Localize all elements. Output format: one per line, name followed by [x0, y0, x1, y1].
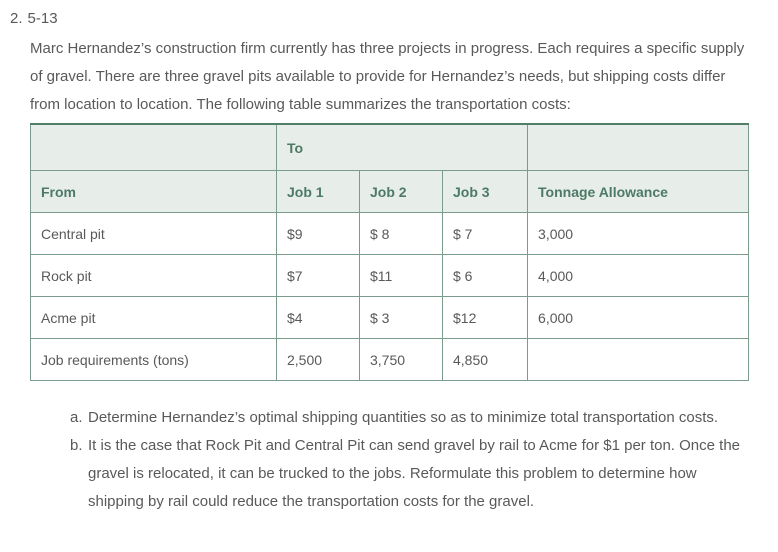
- problem-header: 2. 5-13: [0, 9, 778, 29]
- tonnage-cell: 6,000: [527, 296, 750, 339]
- cost-cell: $ 7: [441, 212, 529, 255]
- cost-cell: $11: [359, 254, 443, 297]
- empty-cell: [527, 338, 750, 381]
- question-list: a. Determine Hernandez’s optimal shippin…: [70, 404, 748, 516]
- row-label-cell: Rock pit: [30, 254, 277, 297]
- requirement-cell: 2,500: [276, 338, 360, 381]
- problem-id: 5-13: [27, 10, 58, 27]
- tonnage-cell: 4,000: [527, 254, 750, 297]
- table-row-rock-pit: Rock pit $7 $11 $ 6 4,000: [30, 254, 750, 297]
- row-label-cell: Central pit: [30, 212, 277, 255]
- from-header-cell: From: [30, 170, 277, 213]
- cost-cell: $ 3: [359, 296, 443, 339]
- problem-content: Marc Hernandez’s construction firm curre…: [30, 35, 750, 516]
- empty-header-cell: [527, 123, 750, 171]
- table-row-acme-pit: Acme pit $4 $ 3 $12 6,000: [30, 296, 750, 339]
- question-a-text: Determine Hernandez’s optimal shipping q…: [88, 409, 719, 426]
- question-b: b. It is the case that Rock Pit and Cent…: [70, 432, 748, 516]
- table-row-to-header: To: [30, 123, 750, 171]
- question-b-text: It is the case that Rock Pit and Central…: [88, 437, 741, 510]
- question-a: a. Determine Hernandez’s optimal shippin…: [70, 404, 748, 432]
- table-row-job-requirements: Job requirements (tons) 2,500 3,750 4,85…: [30, 338, 750, 381]
- problem-statement: Marc Hernandez’s construction firm curre…: [30, 40, 745, 113]
- tonnage-allowance-header-cell: Tonnage Allowance: [527, 170, 750, 213]
- empty-header-cell: [30, 123, 277, 171]
- question-a-marker: a.: [70, 409, 83, 426]
- cost-cell: $ 6: [441, 254, 529, 297]
- row-label-cell: Acme pit: [30, 296, 277, 339]
- problem-marker: 2.: [10, 10, 23, 27]
- tonnage-cell: 3,000: [527, 212, 750, 255]
- table-row-column-headers: From Job 1 Job 2 Job 3 Tonnage Allowance: [30, 170, 750, 213]
- question-b-marker: b.: [70, 437, 83, 454]
- job1-header-cell: Job 1: [276, 170, 360, 213]
- cost-cell: $ 8: [359, 212, 443, 255]
- job2-header-cell: Job 2: [359, 170, 443, 213]
- job3-header-cell: Job 3: [441, 170, 529, 213]
- cost-cell: $4: [276, 296, 360, 339]
- requirement-cell: 4,850: [441, 338, 529, 381]
- row-label-cell: Job requirements (tons): [30, 338, 277, 381]
- cost-cell: $7: [276, 254, 360, 297]
- document-page: 2. 5-13 Marc Hernandez’s construction fir…: [0, 9, 778, 516]
- cost-cell: $12: [441, 296, 529, 339]
- table-row-central-pit: Central pit $9 $ 8 $ 7 3,000: [30, 212, 750, 255]
- to-header-cell: To: [275, 123, 529, 171]
- cost-cell: $9: [276, 212, 360, 255]
- transportation-cost-table: To From Job 1 Job 2 Job 3 Tonnage Allowa…: [30, 123, 750, 381]
- requirement-cell: 3,750: [359, 338, 443, 381]
